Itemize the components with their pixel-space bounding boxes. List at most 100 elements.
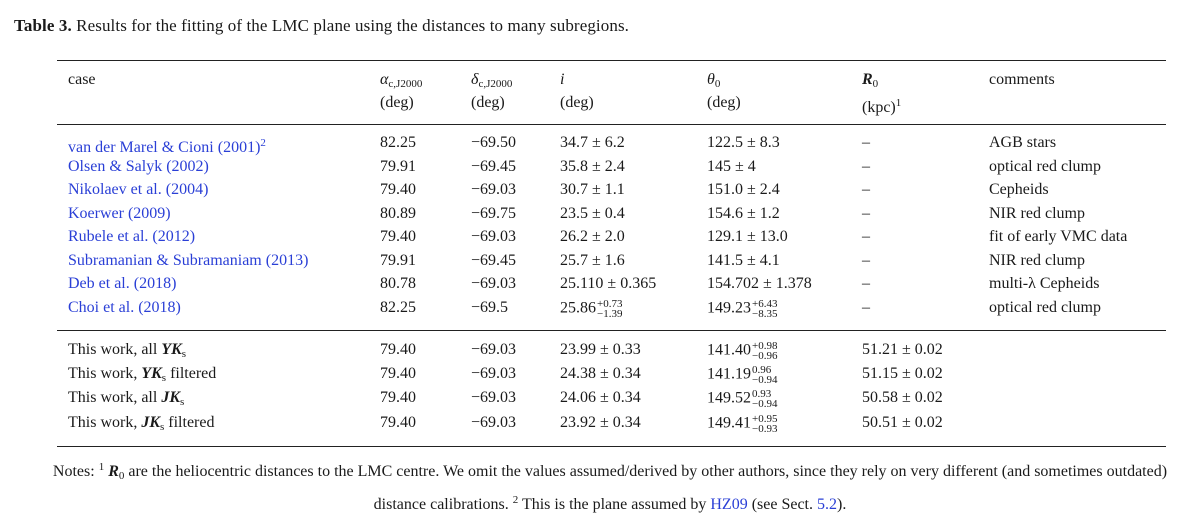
row-theta: 154.6 ± 1.2 [707, 205, 780, 222]
work-r0: 50.58 ± 0.02 [862, 389, 943, 406]
work-theta: 141.40 +0.98 −0.96 [707, 340, 778, 362]
table-caption: Table 3. Results for the fitting of the … [14, 16, 629, 36]
row-i: 26.2 ± 2.0 [560, 228, 625, 245]
row-r0: – [862, 158, 870, 175]
row-delta: −69.75 [471, 205, 517, 222]
work-r0: 51.21 ± 0.02 [862, 341, 943, 358]
row-comment: Cepheids [989, 181, 1049, 198]
row-r0: – [862, 275, 870, 292]
work-case: This work, YKs filtered [68, 365, 217, 384]
header-delta: δc,J2000 [471, 71, 513, 90]
row-delta: −69.03 [471, 275, 517, 292]
work-theta: 149.52 0.93 −0.94 [707, 388, 778, 410]
work-i: 23.92 ± 0.34 [560, 414, 641, 431]
row-comment: multi-λ Cepheids [989, 275, 1100, 292]
row-alpha: 80.78 [380, 275, 416, 292]
work-i: 24.06 ± 0.34 [560, 389, 641, 406]
work-case: This work, all YKs [68, 341, 187, 360]
work-delta: −69.03 [471, 341, 517, 358]
header-alpha: αc,J2000 [380, 71, 423, 90]
row-delta: −69.03 [471, 228, 517, 245]
row-case-link[interactable]: van der Marel & Cioni (2001)2 [68, 137, 266, 156]
row-case-link[interactable]: Koerwer (2009) [68, 205, 171, 222]
row-alpha: 80.89 [380, 205, 416, 222]
row-alpha: 79.40 [380, 228, 416, 245]
work-alpha: 79.40 [380, 389, 416, 406]
row-alpha: 82.25 [380, 134, 416, 151]
row-theta: 145 ± 4 [707, 158, 756, 175]
row-r0: – [862, 181, 870, 198]
row-r0: – [862, 134, 870, 151]
work-case: This work, JKs filtered [68, 414, 215, 433]
row-i: 23.5 ± 0.4 [560, 205, 625, 222]
header-i-unit: (deg) [560, 94, 594, 111]
table-bottom-rule [57, 446, 1166, 447]
header-r0: R0 [862, 71, 879, 90]
work-alpha: 79.40 [380, 365, 416, 382]
table-mid-rule [57, 330, 1166, 331]
table-top-rule [57, 60, 1166, 61]
row-theta: 141.5 ± 4.1 [707, 252, 780, 269]
row-theta: 151.0 ± 2.4 [707, 181, 780, 198]
header-i: i [560, 71, 565, 88]
sect-link[interactable]: 5.2 [817, 496, 837, 513]
header-theta-unit: (deg) [707, 94, 741, 111]
row-i: 35.8 ± 2.4 [560, 158, 625, 175]
header-comments: comments [989, 71, 1055, 88]
row-case-link[interactable]: Olsen & Salyk (2002) [68, 158, 209, 175]
work-i: 23.99 ± 0.33 [560, 341, 641, 358]
row-delta: −69.45 [471, 252, 517, 269]
work-case: This work, all JKs [68, 389, 185, 408]
caption-text: Results for the fitting of the LMC plane… [71, 16, 630, 35]
header-delta-unit: (deg) [471, 94, 505, 111]
row-case-link[interactable]: Subramanian & Subramaniam (2013) [68, 252, 309, 269]
row-r0: – [862, 252, 870, 269]
row-case-link[interactable]: Choi et al. (2018) [68, 299, 181, 316]
row-comment: NIR red clump [989, 205, 1085, 222]
row-theta: 122.5 ± 8.3 [707, 134, 780, 151]
row-r0: – [862, 299, 870, 316]
table-label: Table 3. [14, 16, 72, 35]
work-alpha: 79.40 [380, 341, 416, 358]
header-theta: θ0 [707, 71, 721, 90]
row-i: 34.7 ± 6.2 [560, 134, 625, 151]
work-delta: −69.03 [471, 365, 517, 382]
row-delta: −69.03 [471, 181, 517, 198]
header-alpha-unit: (deg) [380, 94, 414, 111]
row-case-link[interactable]: Deb et al. (2018) [68, 275, 177, 292]
work-r0: 50.51 ± 0.02 [862, 414, 943, 431]
row-comment: NIR red clump [989, 252, 1085, 269]
row-i: 25.7 ± 1.6 [560, 252, 625, 269]
row-r0: – [862, 205, 870, 222]
row-comment: fit of early VMC data [989, 228, 1128, 245]
row-theta: 154.702 ± 1.378 [707, 275, 812, 292]
row-theta: 129.1 ± 13.0 [707, 228, 788, 245]
row-case-link[interactable]: Nikolaev et al. (2004) [68, 181, 209, 198]
row-delta: −69.50 [471, 134, 517, 151]
row-delta: −69.5 [471, 299, 509, 316]
work-r0: 51.15 ± 0.02 [862, 365, 943, 382]
row-r0: – [862, 228, 870, 245]
work-delta: −69.03 [471, 414, 517, 431]
work-theta: 141.19 0.96 −0.94 [707, 364, 778, 386]
row-case-link[interactable]: Rubele et al. (2012) [68, 228, 196, 245]
row-i: 25.86 +0.73 −1.39 [560, 298, 623, 320]
row-comment: optical red clump [989, 158, 1101, 175]
row-alpha: 82.25 [380, 299, 416, 316]
header-r0-unit: (kpc)1 [862, 97, 902, 116]
table-header-rule [57, 124, 1166, 125]
work-delta: −69.03 [471, 389, 517, 406]
row-i: 30.7 ± 1.1 [560, 181, 625, 198]
work-theta: 149.41 +0.95 −0.93 [707, 413, 778, 435]
ref-hz09-link[interactable]: HZ09 [710, 496, 748, 513]
row-alpha: 79.91 [380, 158, 416, 175]
row-theta: 149.23 +6.43 −8.35 [707, 298, 778, 320]
row-delta: −69.45 [471, 158, 517, 175]
row-comment: AGB stars [989, 134, 1057, 151]
row-comment: optical red clump [989, 299, 1101, 316]
row-alpha: 79.91 [380, 252, 416, 269]
row-i: 25.110 ± 0.365 [560, 275, 657, 292]
work-alpha: 79.40 [380, 414, 416, 431]
header-case: case [68, 71, 96, 88]
row-alpha: 79.40 [380, 181, 416, 198]
